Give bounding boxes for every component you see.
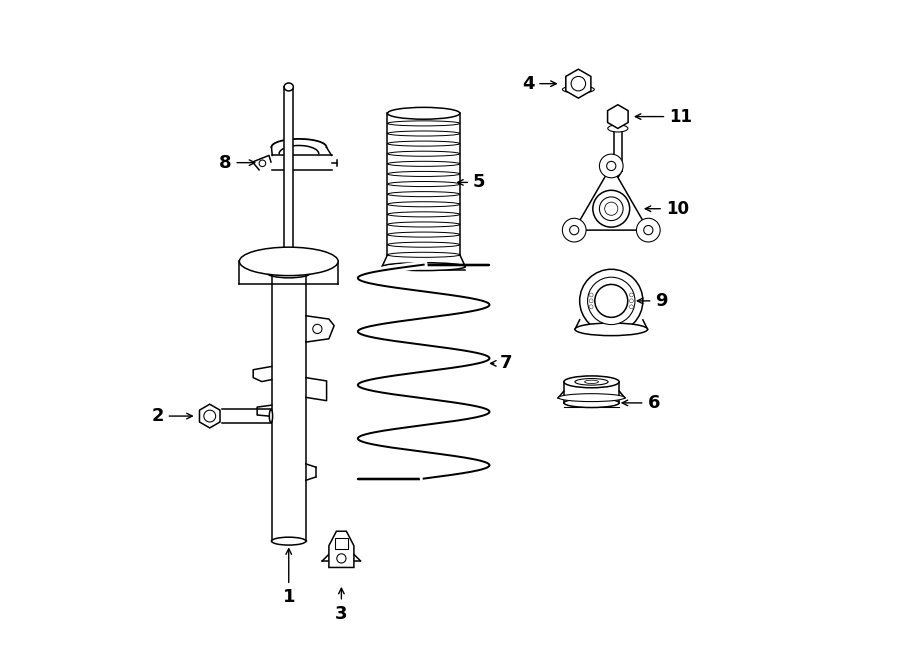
Circle shape [588,277,635,325]
Text: 11: 11 [635,108,692,126]
Circle shape [607,161,616,171]
Text: 5: 5 [457,173,485,192]
Ellipse shape [388,171,460,176]
Ellipse shape [388,253,460,257]
Circle shape [572,77,586,91]
Text: 1: 1 [283,549,295,606]
Ellipse shape [388,161,460,167]
Polygon shape [574,166,648,230]
Polygon shape [200,405,220,428]
Circle shape [203,410,216,422]
Text: 9: 9 [637,292,668,310]
Circle shape [629,305,634,309]
Ellipse shape [388,131,460,136]
Ellipse shape [266,258,311,270]
Ellipse shape [388,222,460,227]
Circle shape [595,284,627,317]
Circle shape [599,154,623,178]
Text: 10: 10 [645,200,688,217]
Text: 2: 2 [151,407,193,425]
Ellipse shape [575,379,608,385]
Circle shape [337,554,346,563]
Ellipse shape [585,380,598,383]
Circle shape [629,299,634,303]
Polygon shape [566,69,591,98]
Ellipse shape [272,537,306,545]
Circle shape [590,299,593,303]
Ellipse shape [608,125,628,132]
Ellipse shape [558,394,625,402]
Circle shape [629,293,634,297]
Polygon shape [328,531,354,567]
Ellipse shape [388,107,460,119]
Circle shape [593,190,630,227]
Ellipse shape [266,267,311,278]
Ellipse shape [208,405,211,428]
Circle shape [636,218,661,242]
Ellipse shape [388,192,460,197]
Circle shape [570,225,579,235]
Ellipse shape [564,399,619,408]
Ellipse shape [284,83,293,91]
Text: 6: 6 [622,394,660,412]
Text: 8: 8 [219,153,255,172]
Ellipse shape [239,247,338,276]
Circle shape [605,202,617,215]
Circle shape [590,305,593,309]
Circle shape [644,225,652,235]
Ellipse shape [382,262,465,270]
Ellipse shape [388,202,460,207]
Polygon shape [608,104,628,128]
Ellipse shape [269,409,273,422]
Ellipse shape [388,111,460,116]
Ellipse shape [388,121,460,126]
Ellipse shape [388,182,460,186]
Circle shape [562,218,586,242]
Ellipse shape [388,242,460,247]
Circle shape [313,325,322,334]
Circle shape [590,293,593,297]
Ellipse shape [575,323,648,336]
Ellipse shape [388,212,460,217]
Text: 7: 7 [491,354,512,372]
Circle shape [580,269,643,332]
Circle shape [599,197,623,221]
Text: 3: 3 [335,588,347,623]
Ellipse shape [562,86,594,93]
Polygon shape [335,539,347,549]
Ellipse shape [564,376,619,388]
Ellipse shape [388,141,460,146]
Circle shape [259,160,266,167]
FancyBboxPatch shape [284,87,293,264]
Text: 4: 4 [522,75,556,93]
Ellipse shape [388,232,460,237]
Ellipse shape [388,151,460,156]
